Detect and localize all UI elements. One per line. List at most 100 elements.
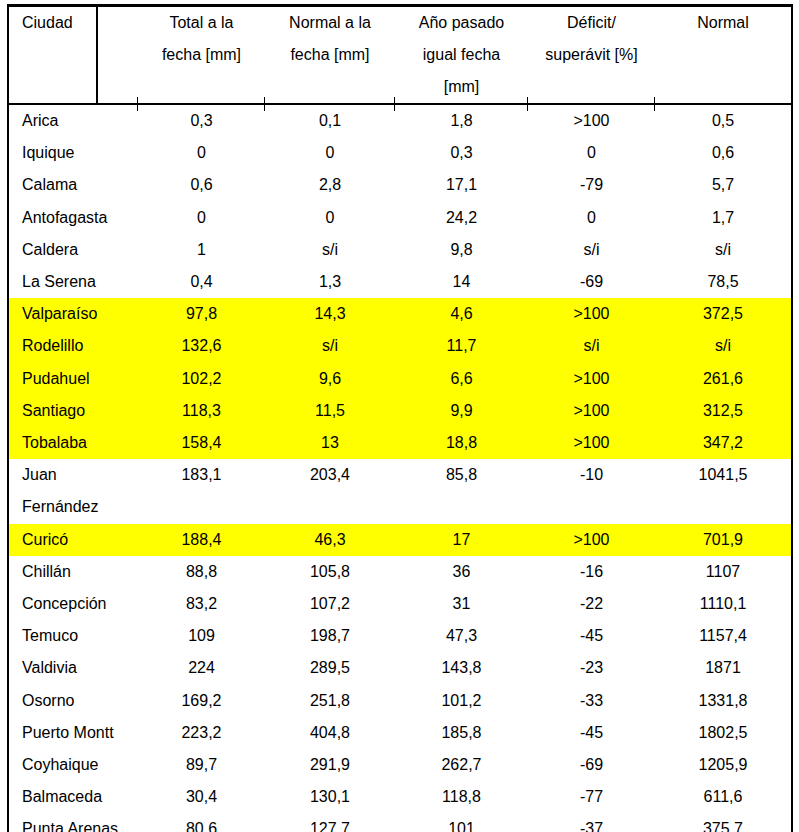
value-cell: 291,9 [265, 749, 395, 781]
city-cell: Punta Arenas [8, 813, 138, 832]
table-header: Ciudad Total a la fecha [mm] Normal a la… [8, 6, 792, 105]
city-cell: Iquique [8, 137, 138, 169]
value-cell: 89,7 [138, 749, 265, 781]
value-cell: 132,6 [138, 330, 265, 362]
header-row: Ciudad Total a la fecha [mm] Normal a la… [8, 6, 792, 105]
city-cell: Pudahuel [8, 363, 138, 395]
value-cell: -69 [528, 266, 655, 298]
value-cell: >100 [528, 395, 655, 427]
value-cell: -22 [528, 588, 655, 620]
value-cell: 5,7 [655, 169, 792, 201]
value-cell: 0 [138, 137, 265, 169]
value-cell: 143,8 [395, 652, 528, 684]
value-cell: 97,8 [138, 298, 265, 330]
value-cell: 2,8 [265, 169, 395, 201]
value-cell: 9,9 [395, 395, 528, 427]
city-cell: Valparaíso [8, 298, 138, 330]
value-cell: 0,5 [655, 104, 792, 137]
value-cell: 101,2 [395, 685, 528, 717]
value-cell: 30,4 [138, 781, 265, 813]
table-row: Antofagasta0024,201,7 [8, 202, 792, 234]
value-cell: 6,6 [395, 363, 528, 395]
value-cell: 0,1 [265, 104, 395, 137]
value-cell: 88,8 [138, 556, 265, 588]
table-row: Puerto Montt223,2404,8185,8-451802,5 [8, 717, 792, 749]
value-cell: 611,6 [655, 781, 792, 813]
header-normal: Normal [655, 6, 792, 105]
table-body: Arica0,30,11,8>1000,5Iquique000,300,6Cal… [8, 104, 792, 832]
value-cell: 46,3 [265, 524, 395, 556]
city-cell: Valdivia [8, 652, 138, 684]
header-ciudad: Ciudad [8, 6, 138, 105]
table-row: Coyhaique89,7291,9262,7-691205,9 [8, 749, 792, 781]
value-cell: 0,6 [655, 137, 792, 169]
header-deficit-superavit: Déficit/ superávit [%] [528, 6, 655, 105]
value-cell: 4,6 [395, 298, 528, 330]
value-cell: -23 [528, 652, 655, 684]
value-cell: 1,7 [655, 202, 792, 234]
value-cell: 169,2 [138, 685, 265, 717]
city-cell: Coyhaique [8, 749, 138, 781]
value-cell: 372,5 [655, 298, 792, 330]
value-cell: >100 [528, 524, 655, 556]
table-row: Valdivia224289,5143,8-231871 [8, 652, 792, 684]
value-cell: 347,2 [655, 427, 792, 459]
value-cell: s/i [528, 234, 655, 266]
value-cell: s/i [265, 234, 395, 266]
value-cell: 13 [265, 427, 395, 459]
value-cell: 404,8 [265, 717, 395, 749]
value-cell: 36 [395, 556, 528, 588]
value-cell: 9,8 [395, 234, 528, 266]
value-cell: -69 [528, 749, 655, 781]
table-row: Rodelillo132,6s/i11,7s/is/i [8, 330, 792, 362]
table-row: Arica0,30,11,8>1000,5 [8, 104, 792, 137]
value-cell: 223,2 [138, 717, 265, 749]
column-boundary-tick [264, 97, 265, 111]
value-cell: 1 [138, 234, 265, 266]
city-cell: Tobalaba [8, 427, 138, 459]
column-boundary-tick [527, 97, 528, 111]
table-row: Curicó188,446,317>100701,9 [8, 524, 792, 556]
value-cell: 1205,9 [655, 749, 792, 781]
value-cell: 0,3 [395, 137, 528, 169]
value-cell: 31 [395, 588, 528, 620]
value-cell: 1,8 [395, 104, 528, 137]
value-cell: -79 [528, 169, 655, 201]
value-cell: 0,6 [138, 169, 265, 201]
value-cell: 127,7 [265, 813, 395, 832]
table-row: Valparaíso97,814,34,6>100372,5 [8, 298, 792, 330]
value-cell: -45 [528, 717, 655, 749]
city-cell: Puerto Montt [8, 717, 138, 749]
table-row: La Serena0,41,314-6978,5 [8, 266, 792, 298]
value-cell: 183,1 [138, 459, 265, 523]
value-cell: >100 [528, 298, 655, 330]
value-cell: 0 [138, 202, 265, 234]
value-cell: 1871 [655, 652, 792, 684]
value-cell: 0 [528, 202, 655, 234]
value-cell: >100 [528, 427, 655, 459]
city-cell: Temuco [8, 620, 138, 652]
value-cell: s/i [655, 330, 792, 362]
value-cell: 9,6 [265, 363, 395, 395]
value-cell: 375,7 [655, 813, 792, 832]
value-cell: 289,5 [265, 652, 395, 684]
value-cell: 1802,5 [655, 717, 792, 749]
value-cell: 224 [138, 652, 265, 684]
value-cell: 188,4 [138, 524, 265, 556]
value-cell: 261,6 [655, 363, 792, 395]
value-cell: -16 [528, 556, 655, 588]
value-cell: 1107 [655, 556, 792, 588]
precipitation-table: Ciudad Total a la fecha [mm] Normal a la… [7, 4, 793, 832]
header-normal-a-la-fecha: Normal a la fecha [mm] [265, 6, 395, 105]
column-boundary-tick [137, 97, 138, 111]
value-cell: 14,3 [265, 298, 395, 330]
value-cell: 83,2 [138, 588, 265, 620]
table-row: Punta Arenas80,6127,7101-37375,7 [8, 813, 792, 832]
city-cell: La Serena [8, 266, 138, 298]
value-cell: 0,4 [138, 266, 265, 298]
value-cell: >100 [528, 104, 655, 137]
value-cell: s/i [265, 330, 395, 362]
value-cell: 312,5 [655, 395, 792, 427]
city-cell: Chillán [8, 556, 138, 588]
header-ano-pasado: Año pasado igual fecha [mm] [395, 6, 528, 105]
